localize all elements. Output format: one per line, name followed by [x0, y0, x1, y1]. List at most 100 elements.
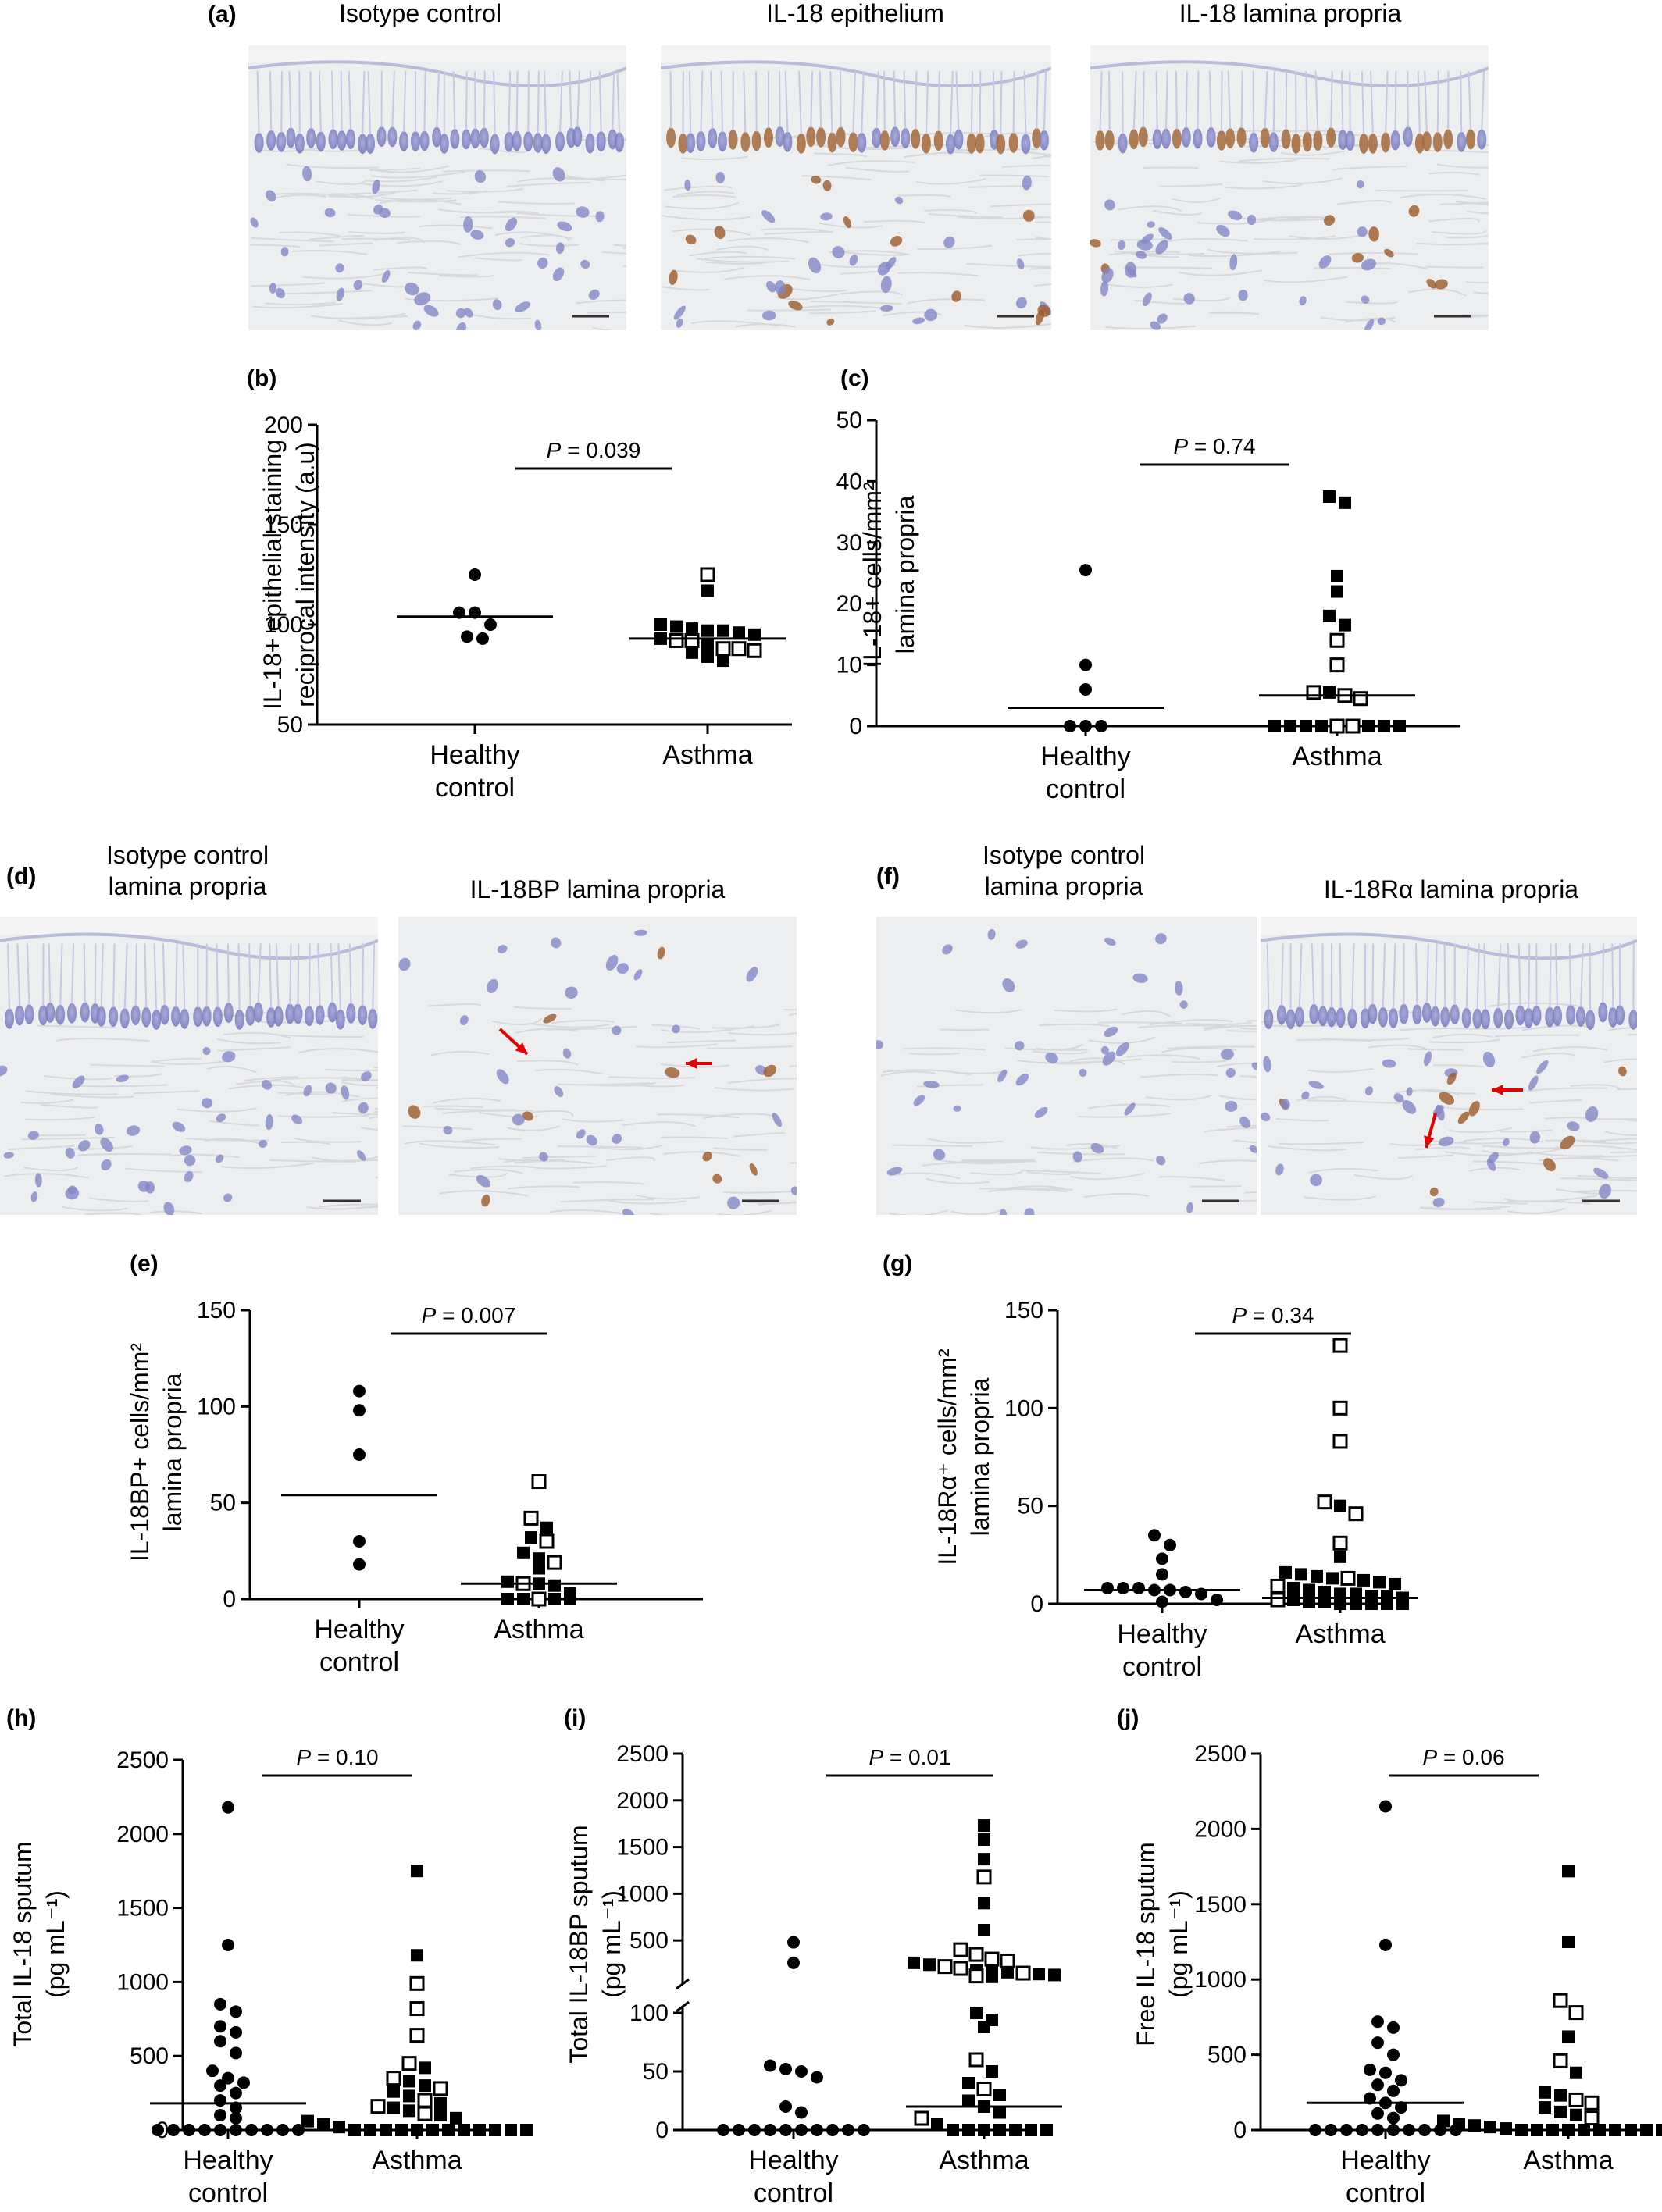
data-point	[795, 2106, 808, 2119]
data-point	[353, 1448, 366, 1461]
data-point	[1387, 2048, 1400, 2061]
data-point	[795, 2065, 808, 2078]
data-point	[1079, 564, 1092, 577]
chart-e: 0 50 100 150 Healthy control Asthma IL-18BP+ ce…	[126, 1298, 703, 1677]
data-point	[968, 1947, 984, 1962]
y-tick-label: 50	[1018, 1494, 1043, 1519]
chart-j: 0 500 1000 1500 2000 2500 Healthy control Asthma…	[1132, 1741, 1662, 2208]
p-value-label: P = 0.01	[868, 1745, 950, 1769]
data-point	[684, 632, 700, 648]
data-point	[403, 2075, 416, 2088]
panel-label-i: (i)	[564, 1705, 586, 1731]
data-point	[1270, 1578, 1286, 1594]
data-point	[976, 1869, 992, 1885]
data-point	[433, 2081, 448, 2096]
axis-break-mark	[676, 1978, 690, 1990]
data-point	[214, 2094, 226, 2107]
data-point	[993, 2124, 1006, 2136]
data-point	[386, 2071, 401, 2086]
p-value-label: P = 0.039	[547, 438, 641, 462]
data-point	[654, 618, 667, 631]
y-tick-label: 150	[1004, 1298, 1043, 1323]
data-point	[245, 2124, 258, 2136]
micrograph-title-f1: lamina propria	[985, 872, 1143, 900]
y-tick-label: 1500	[116, 1896, 169, 1922]
data-point	[1554, 2105, 1567, 2118]
data-point	[700, 567, 715, 582]
data-point	[1079, 658, 1092, 671]
data-point	[937, 1959, 953, 1975]
data-point	[978, 1924, 990, 1937]
data-point	[183, 2124, 195, 2136]
data-point	[1148, 1529, 1161, 1542]
data-point	[525, 1531, 537, 1544]
y-tick-label: 150	[264, 512, 303, 538]
data-point	[403, 2104, 416, 2118]
data-point	[222, 2071, 234, 2085]
data-point	[779, 2100, 792, 2113]
y-tick-label: 2000	[1194, 1816, 1246, 1842]
data-point	[387, 2085, 400, 2098]
data-point	[787, 1936, 800, 1949]
data-point	[411, 1865, 423, 1878]
data-point	[953, 1942, 968, 1957]
chart-h: 05001000150020002500HealthycontrolAsthma…	[9, 1745, 533, 2208]
data-point	[520, 2124, 533, 2136]
x-category-label: Healthy	[1040, 742, 1130, 771]
y-tick-label: 50	[836, 408, 862, 433]
data-point	[1357, 1573, 1370, 1587]
data-point	[717, 654, 729, 668]
data-point	[1562, 1936, 1575, 1948]
data-point	[701, 624, 714, 637]
data-point	[1570, 2066, 1582, 2079]
data-point	[1345, 718, 1361, 734]
x-category-label: Asthma	[1295, 1619, 1385, 1649]
x-category-label: control	[435, 773, 515, 803]
data-point	[317, 2118, 330, 2131]
data-point	[230, 2111, 242, 2125]
data-point	[1387, 2124, 1400, 2136]
data-point	[953, 1961, 968, 1976]
y-tick-label: 2500	[1194, 1741, 1246, 1767]
data-point	[1095, 720, 1107, 732]
data-point	[1323, 686, 1336, 699]
data-point	[1387, 2021, 1400, 2034]
data-point	[1484, 2121, 1496, 2134]
data-point	[811, 2071, 823, 2084]
y-tick-label: 50	[643, 2059, 669, 2085]
data-point	[970, 2007, 983, 2019]
data-point	[1387, 2111, 1400, 2125]
data-point	[779, 2063, 792, 2075]
data-point	[1339, 496, 1351, 509]
p-value-label: P = 0.10	[296, 1745, 378, 1769]
data-point	[986, 2065, 998, 2078]
data-point	[1132, 1581, 1145, 1594]
data-point	[547, 1555, 562, 1570]
data-point	[1318, 1585, 1331, 1598]
data-point	[1348, 1506, 1364, 1522]
y-tick-label: 0	[1030, 1591, 1043, 1617]
x-category-label: Asthma	[1523, 2146, 1613, 2175]
x-category-label: Healthy	[314, 1615, 404, 1644]
y-tick-label: 2000	[116, 1822, 169, 1847]
data-point	[214, 2079, 226, 2093]
data-point	[1340, 2124, 1353, 2136]
data-point	[403, 2089, 416, 2103]
data-point	[1364, 2092, 1376, 2105]
data-point	[1332, 1434, 1348, 1449]
data-point	[1334, 1598, 1346, 1610]
micrograph-f2: IL-18Rα lamina propria	[1261, 875, 1637, 1215]
data-point	[214, 2124, 226, 2136]
y-tick-label: 1500	[1194, 1892, 1246, 1918]
data-point	[1284, 720, 1296, 732]
data-point	[1303, 1583, 1315, 1597]
y-tick-label: 2500	[616, 1741, 669, 1767]
y-tick-label: 500	[130, 2043, 169, 2069]
y-tick-label: 40	[836, 468, 862, 494]
data-point	[1079, 682, 1092, 696]
data-point	[787, 1956, 800, 1969]
data-point	[670, 620, 683, 633]
data-point	[1009, 2124, 1022, 2136]
data-point	[353, 1558, 366, 1571]
